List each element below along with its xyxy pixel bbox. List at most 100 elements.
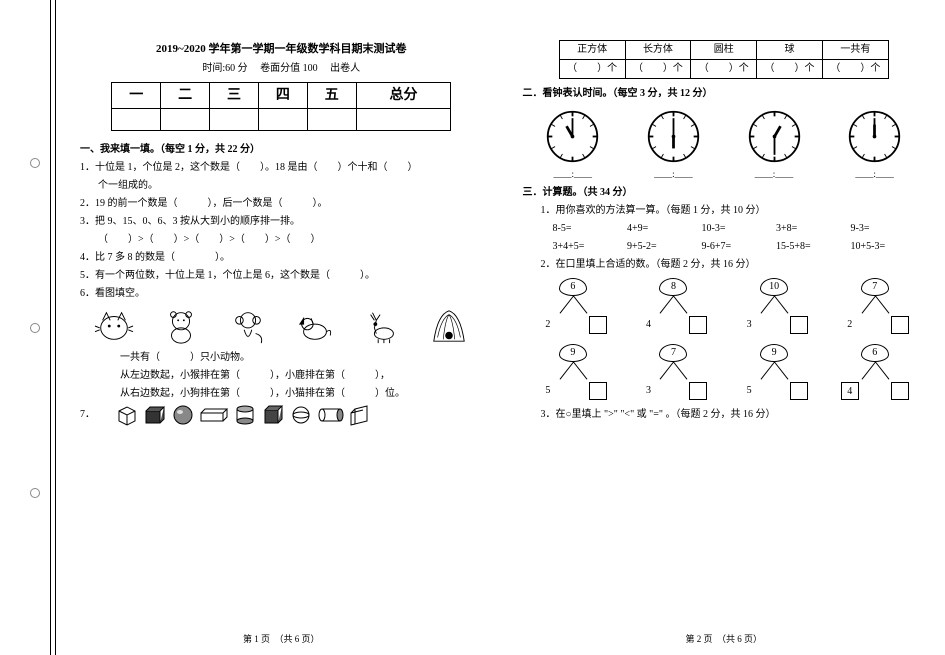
calc-item: 9-6+7=	[702, 238, 777, 256]
q1-cont: 个一组成的。	[98, 177, 483, 195]
score-cell	[356, 108, 451, 130]
binding-edge	[0, 0, 70, 655]
calc-item: 9+5-2=	[627, 238, 702, 256]
exam-subtitle: 时间:60 分 卷面分值 100 出卷人	[80, 60, 483, 78]
clock-blank: ____:____	[654, 166, 693, 182]
monkey-icon	[228, 307, 268, 345]
score-col-1: 一	[112, 82, 161, 108]
cylinder-icon	[233, 403, 257, 427]
number-tree: 72	[835, 278, 915, 336]
tree-top: 6	[861, 344, 889, 362]
tree-left-value: 3	[639, 382, 657, 400]
binding-line	[55, 0, 56, 655]
time-value: 60 分	[225, 63, 248, 74]
tree-lines	[648, 296, 698, 316]
score-col-total: 总分	[356, 82, 451, 108]
calc-item: 15-5+8=	[776, 238, 851, 256]
q3: 3．把 9、15、0、6、3 按从大到小的顺序排一排。	[80, 213, 483, 231]
cube-icon	[115, 403, 139, 427]
peacock-icon	[429, 307, 469, 345]
binding-dot	[30, 323, 40, 333]
q5: 5．有一个两位数，十位上是 1，个位上是 6，这个数是（ ）。	[80, 267, 483, 285]
bear-icon	[161, 307, 201, 345]
pages-wrap: 2019~2020 学年第一学期一年级数学科目期末测试卷 时间:60 分 卷面分…	[70, 0, 945, 655]
clock-blank: ____:____	[855, 166, 894, 182]
cube2-icon	[261, 403, 285, 427]
tree-lines	[548, 296, 598, 316]
trees-row-1: 6 2 84 103 72	[523, 278, 926, 336]
tree-top: 7	[659, 344, 687, 362]
score-cell	[307, 108, 356, 130]
calc-item: 3+8=	[776, 220, 851, 238]
clock-times-row: ____:____ ____:____ ____:____ ____:____	[523, 166, 926, 182]
tree-lines	[850, 296, 900, 316]
sphere-icon	[171, 403, 195, 427]
shapes-header-row: 正方体 长方体 圆柱 球 一共有	[559, 41, 888, 60]
calc-item: 10-3=	[702, 220, 777, 238]
q6-right: 从右边数起，小狗排在第（ ），小猫排在第（ ）位。	[120, 385, 483, 403]
tree-top: 9	[760, 344, 788, 362]
shapes-table: 正方体 长方体 圆柱 球 一共有 （ ）个 （ ）个 （ ）个 （ ）个 （ ）…	[559, 40, 889, 79]
number-tree: 103	[734, 278, 814, 336]
fullscore-value: 100	[303, 63, 318, 74]
tree-left-value: 2	[539, 316, 557, 334]
tree-right-box	[891, 316, 909, 334]
tree-top: 9	[559, 344, 587, 362]
q1: 1．十位是 1，个位是 2，这个数是（ ）。18 是由（ ）个十和（ ）	[80, 159, 483, 177]
tree-right-box	[589, 316, 607, 334]
shapes3d-row	[115, 403, 373, 427]
tree-left-value: 4	[841, 382, 859, 400]
number-tree: 84	[633, 278, 713, 336]
number-tree: 95	[734, 344, 814, 402]
shapes-col-total: 一共有	[822, 41, 888, 60]
score-cell	[112, 108, 161, 130]
page-1: 2019~2020 学年第一学期一年级数学科目期末测试卷 时间:60 分 卷面分…	[70, 0, 503, 655]
shapes-cell: （ ）个	[559, 60, 625, 79]
binding-dot	[30, 158, 40, 168]
shapes-cell: （ ）个	[691, 60, 757, 79]
binding-dots	[30, 0, 40, 655]
section1-heading: 一、我来填一填。（每空 1 分，共 22 分）	[80, 141, 483, 159]
calc-item: 10+5-3=	[851, 238, 926, 256]
sub1-heading: 1．用你喜欢的方法算一算。（每题 1 分，共 10 分）	[541, 202, 926, 220]
setter-label: 出卷人	[330, 63, 360, 74]
tree-left-value: 3	[740, 316, 758, 334]
tree-top: 8	[659, 278, 687, 296]
tree-left-value: 5	[740, 382, 758, 400]
tree-top: 7	[861, 278, 889, 296]
tree-right-box	[790, 382, 808, 400]
shapes-cell: （ ）个	[757, 60, 823, 79]
shapes-col-cube: 正方体	[559, 41, 625, 60]
q7-label: 7．	[80, 406, 95, 424]
calc-row-2: 3+4+5= 9+5-2= 9-6+7= 15-5+8= 10+5-3=	[553, 238, 926, 256]
score-header-row: 一 二 三 四 五 总分	[112, 82, 451, 108]
section3-heading: 三．计算题。（共 34 分）	[523, 184, 926, 202]
exam-title: 2019~2020 学年第一学期一年级数学科目期末测试卷	[80, 40, 483, 60]
tree-lines	[648, 362, 698, 382]
shapes-count-row: （ ）个 （ ）个 （ ）个 （ ）个 （ ）个	[559, 60, 888, 79]
page1-footer: 第 1 页 （共 6 页）	[80, 631, 483, 655]
q4: 4．比 7 多 8 的数是（ ）。	[80, 249, 483, 267]
tree-top: 6	[559, 278, 587, 296]
time-label: 时间:	[202, 63, 225, 74]
tree-right-box	[689, 382, 707, 400]
cuboid-icon	[143, 403, 167, 427]
score-col-5: 五	[307, 82, 356, 108]
calc-item: 9-3=	[851, 220, 926, 238]
score-table: 一 二 三 四 五 总分	[111, 82, 451, 131]
shapes-col-sphere: 球	[757, 41, 823, 60]
q6-left: 从左边数起，小猴排在第（ ），小鹿排在第（ ），	[120, 367, 483, 385]
number-tree: 64	[835, 344, 915, 402]
score-empty-row	[112, 108, 451, 130]
trees-row-2: 95739564	[523, 344, 926, 402]
calc-item: 8-5=	[553, 220, 628, 238]
tree-left-value: 5	[539, 382, 557, 400]
clock-icon	[747, 109, 802, 164]
score-col-3: 三	[210, 82, 259, 108]
score-cell	[161, 108, 210, 130]
binding-dot	[30, 488, 40, 498]
clock-icon	[847, 109, 902, 164]
dog-icon	[295, 307, 335, 345]
score-cell	[210, 108, 259, 130]
clock-blank: ____:____	[554, 166, 593, 182]
